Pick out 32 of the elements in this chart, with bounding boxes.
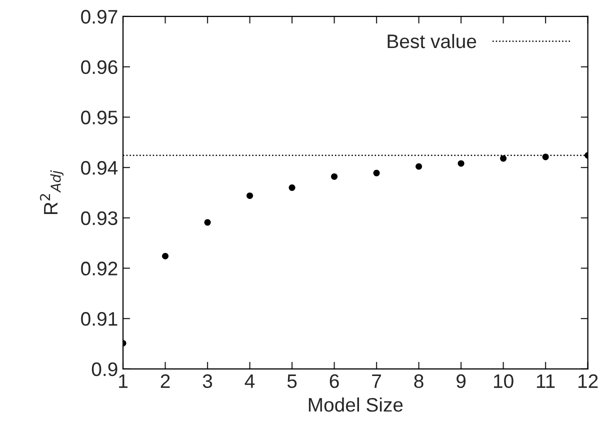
y-tick-label: 0.92 xyxy=(81,262,118,276)
point xyxy=(162,252,169,260)
y-tick-label: 0.96 xyxy=(81,60,118,74)
point xyxy=(416,163,422,170)
y-tick-label: 0.93 xyxy=(81,211,118,226)
point xyxy=(331,173,338,180)
x-axis-title: Model Size xyxy=(308,397,403,412)
x-tick-label: 8 xyxy=(414,374,424,388)
x-tick-label: 9 xyxy=(456,374,466,388)
y-tick-label: 0.94 xyxy=(81,160,118,175)
point xyxy=(458,160,464,167)
point xyxy=(500,155,507,162)
x-tick-label: 10 xyxy=(494,374,514,388)
y-tick-label: 0.9 xyxy=(92,362,118,376)
x-tick-label: 1 xyxy=(119,374,128,388)
point xyxy=(288,184,296,191)
point xyxy=(246,192,254,199)
y-axis-title: R$^{2}$$_{Adj}$ xyxy=(40,170,64,214)
x-tick-label: 11 xyxy=(536,374,555,388)
x-tick-label: 7 xyxy=(372,374,381,388)
x-tick-label: 5 xyxy=(287,374,297,388)
x-tick-label: 6 xyxy=(330,374,339,388)
y-tick-label: 0.97 xyxy=(81,10,118,24)
x-tick-label: 2 xyxy=(160,374,170,388)
point xyxy=(373,170,380,176)
x-tick-label: 4 xyxy=(244,374,255,388)
point xyxy=(204,219,211,226)
x-tick-label: 3 xyxy=(202,374,212,388)
y-tick-label: 0.91 xyxy=(81,312,118,326)
legend-label: Best value xyxy=(388,34,476,48)
y-tick-label: 0.95 xyxy=(81,110,118,124)
x-tick-label: 12 xyxy=(578,374,598,388)
